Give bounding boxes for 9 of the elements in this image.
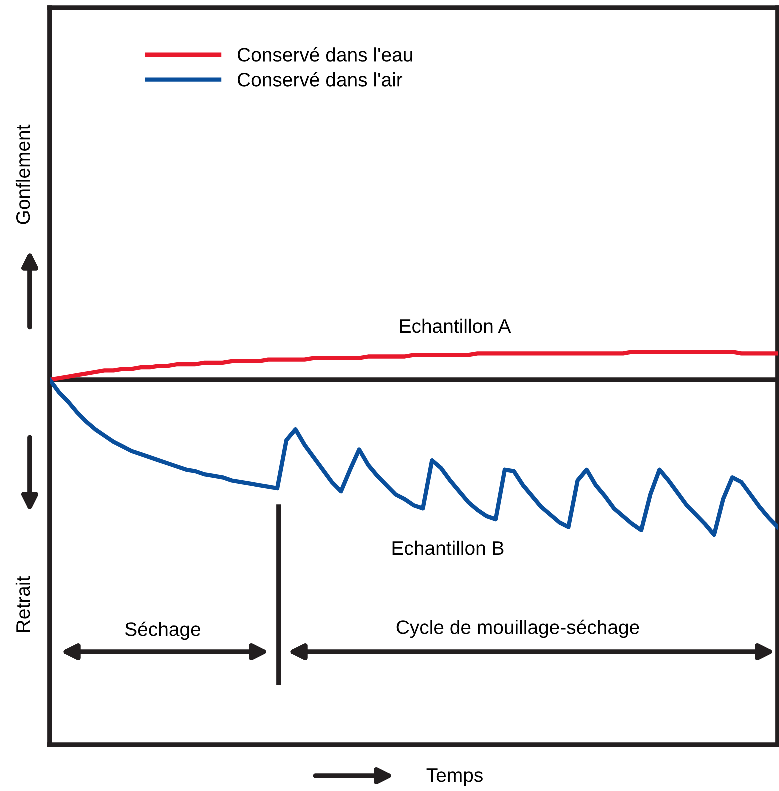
text: Gonflement (16, 124, 30, 224)
text: Retrait (16, 576, 30, 632)
text: Cycle de mouillage-séchage (396, 620, 640, 638)
legend-label: Conservé dans l'eau (238, 47, 412, 62)
text: Temps (426, 768, 483, 786)
text: Séchage (126, 622, 201, 640)
text: Echantillon A (400, 318, 512, 334)
legend-label: Conservé dans l'air (238, 72, 403, 87)
text: Echantillon B (392, 540, 504, 556)
